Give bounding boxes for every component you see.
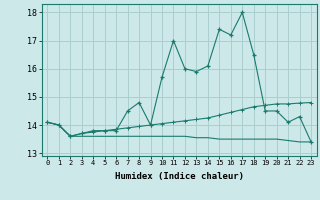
X-axis label: Humidex (Indice chaleur): Humidex (Indice chaleur) xyxy=(115,172,244,181)
